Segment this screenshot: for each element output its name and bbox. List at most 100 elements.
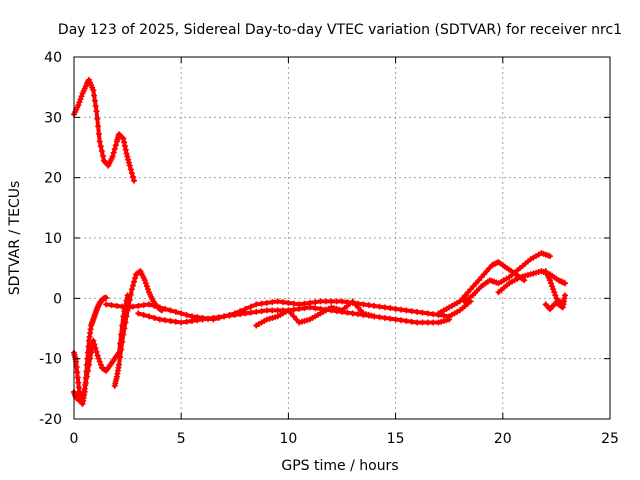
data-point-marker <box>349 310 356 317</box>
data-point-marker <box>146 313 153 320</box>
data-point-marker <box>80 388 87 395</box>
data-point-marker <box>78 394 85 401</box>
data-point-marker <box>74 369 81 376</box>
data-point-marker <box>99 152 106 159</box>
data-point-marker <box>91 341 98 348</box>
x-tick-label: 20 <box>494 431 512 447</box>
data-point-marker <box>121 325 128 332</box>
data-point-marker <box>178 310 185 317</box>
chart-title: Day 123 of 2025, Sidereal Day-to-day VTE… <box>58 22 622 38</box>
data-point-marker <box>408 308 415 315</box>
data-point-marker <box>559 300 566 307</box>
data-point-marker <box>561 292 568 299</box>
data-point-marker <box>146 301 153 308</box>
data-point-marker <box>258 308 265 315</box>
data-point-marker <box>312 299 319 306</box>
data-point-marker <box>381 304 388 311</box>
x-axis-label: GPS time / hours <box>281 458 398 474</box>
data-point-marker <box>440 312 447 319</box>
data-point-marker <box>128 286 135 293</box>
data-point-marker <box>285 307 292 314</box>
data-point-marker <box>285 299 292 306</box>
x-tick-label: 0 <box>70 431 79 447</box>
data-point-marker <box>548 280 555 287</box>
data-point-marker <box>129 282 136 289</box>
data-point-marker <box>328 298 335 305</box>
data-point-marker <box>280 299 287 306</box>
data-point-marker <box>73 363 80 370</box>
data-point-marker <box>123 313 130 320</box>
data-point-marker <box>118 346 125 353</box>
data-point-marker <box>349 298 356 305</box>
data-point-marker <box>81 385 88 392</box>
data-point-marker <box>129 173 136 180</box>
series-early-high-arc <box>71 76 138 184</box>
y-tick-label: 30 <box>44 110 62 126</box>
data-point-marker <box>156 316 163 323</box>
data-point-marker <box>117 354 124 361</box>
data-point-marker <box>317 298 324 305</box>
data-point-marker <box>561 280 568 287</box>
y-tick-label: -20 <box>39 412 62 428</box>
data-point-marker <box>376 303 383 310</box>
data-point-marker <box>475 277 482 284</box>
data-point-marker <box>92 345 99 352</box>
data-point-marker <box>92 103 99 110</box>
data-point-marker <box>172 308 179 315</box>
data-point-marker <box>397 306 404 313</box>
data-point-marker <box>403 307 410 314</box>
data-point-marker <box>103 294 110 301</box>
data-point-marker <box>120 135 127 142</box>
data-point-marker <box>301 305 308 312</box>
data-point-marker <box>135 310 142 317</box>
x-tick-label: 15 <box>387 431 405 447</box>
data-point-marker <box>108 302 115 309</box>
data-point-marker <box>430 311 437 318</box>
data-point-marker <box>242 310 249 317</box>
data-point-marker <box>355 304 362 311</box>
data-point-marker <box>205 315 211 322</box>
data-point-marker <box>128 170 135 177</box>
data-point-marker <box>446 316 453 323</box>
data-point-marker <box>90 87 97 94</box>
data-point-marker <box>253 301 260 308</box>
data-point-marker <box>258 300 265 307</box>
data-point-marker <box>109 153 116 160</box>
series-late-rise-2 <box>461 250 553 305</box>
data-point-marker <box>360 301 367 308</box>
data-point-marker <box>125 156 132 163</box>
data-point-marker <box>290 306 297 313</box>
data-point-marker <box>274 307 281 314</box>
data-point-marker <box>162 317 169 324</box>
data-point-marker <box>143 283 150 290</box>
data-point-marker <box>414 308 421 315</box>
data-point-marker <box>167 317 174 324</box>
data-point-marker <box>110 149 117 156</box>
data-point-marker <box>172 318 179 325</box>
data-point-marker <box>381 314 388 321</box>
data-point-marker <box>156 304 163 311</box>
data-point-marker <box>549 283 556 290</box>
data-point-marker <box>79 391 86 398</box>
data-point-marker <box>263 299 270 306</box>
data-point-marker <box>231 311 238 318</box>
data-point-marker <box>167 307 174 314</box>
data-point-marker <box>344 309 351 316</box>
data-point-marker <box>269 307 276 314</box>
data-point-marker <box>419 319 426 326</box>
data-point-marker <box>84 367 91 374</box>
series-late-tail-low <box>542 298 566 313</box>
data-point-marker <box>481 271 488 278</box>
data-point-marker <box>135 302 142 309</box>
data-point-marker <box>226 312 233 319</box>
data-point-marker <box>183 318 190 325</box>
data-point-marker <box>151 302 158 309</box>
data-point-marker <box>194 317 201 324</box>
data-point-marker <box>290 300 297 307</box>
data-point-marker <box>144 286 151 293</box>
data-point-marker <box>86 361 93 368</box>
data-point-marker <box>78 93 85 100</box>
data-point-marker <box>478 274 485 281</box>
data-point-marker <box>140 302 147 309</box>
data-point-marker <box>76 99 83 106</box>
